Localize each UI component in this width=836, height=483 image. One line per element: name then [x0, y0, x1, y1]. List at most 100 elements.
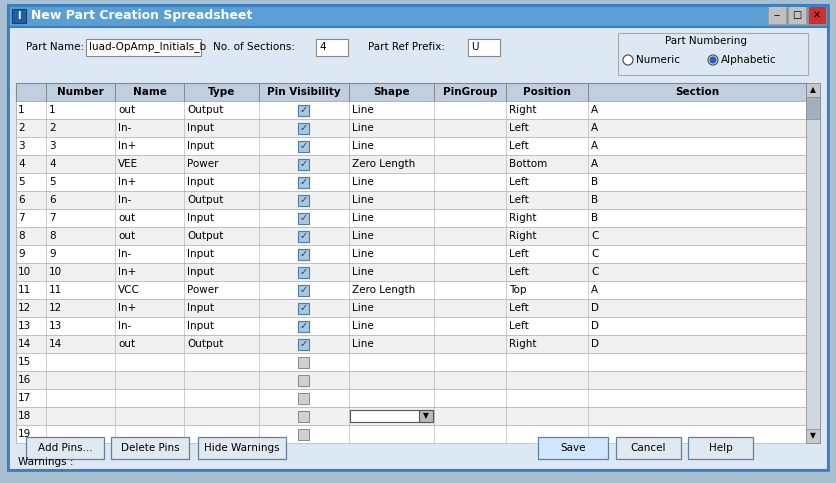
Text: out: out	[118, 339, 135, 349]
Bar	[298, 339, 309, 350]
Bar	[298, 411, 309, 422]
Bar	[298, 104, 309, 115]
Text: Left: Left	[508, 321, 528, 331]
Text: A: A	[590, 105, 598, 115]
Text: In-: In-	[118, 195, 131, 205]
Bar	[805, 83, 819, 443]
Text: Left: Left	[508, 141, 528, 151]
Text: 18: 18	[18, 411, 31, 421]
Bar	[16, 317, 805, 335]
Text: Shape: Shape	[373, 87, 410, 97]
Text: In-: In-	[118, 321, 131, 331]
Text: 12: 12	[49, 303, 62, 313]
Text: out: out	[118, 231, 135, 241]
Bar	[16, 173, 805, 191]
Bar	[26, 437, 104, 459]
Text: 1: 1	[18, 105, 24, 115]
Text: Right: Right	[508, 105, 536, 115]
Bar	[298, 374, 309, 385]
Bar	[16, 101, 805, 119]
Text: Name: Name	[132, 87, 166, 97]
Text: 6: 6	[18, 195, 24, 205]
Text: Part Ref Prefix:: Part Ref Prefix:	[368, 42, 445, 52]
Text: 11: 11	[49, 285, 62, 295]
Text: Output: Output	[186, 339, 223, 349]
Text: C: C	[590, 267, 598, 277]
Text: □: □	[792, 10, 801, 20]
Text: Line: Line	[352, 141, 374, 151]
Text: Type: Type	[207, 87, 235, 97]
Text: A: A	[590, 141, 598, 151]
Bar	[198, 437, 286, 459]
Text: Input: Input	[186, 249, 214, 259]
Text: 2: 2	[49, 123, 55, 133]
Bar	[467, 39, 499, 56]
Text: 8: 8	[49, 231, 55, 241]
Bar	[298, 248, 309, 259]
Text: out: out	[118, 213, 135, 223]
Text: Help: Help	[708, 443, 732, 453]
Text: PinGroup: PinGroup	[442, 87, 497, 97]
Text: VEE: VEE	[118, 159, 138, 169]
Text: No. of Sections:: No. of Sections:	[212, 42, 294, 52]
Bar	[16, 335, 805, 353]
Text: Left: Left	[508, 267, 528, 277]
Bar	[298, 123, 309, 133]
Text: ✓: ✓	[299, 213, 308, 223]
Text: ✕: ✕	[812, 10, 820, 20]
Text: ✓: ✓	[299, 285, 308, 295]
Bar	[316, 39, 348, 56]
Bar	[687, 437, 752, 459]
Text: In-: In-	[118, 249, 131, 259]
Bar	[16, 281, 805, 299]
Circle shape	[709, 57, 715, 63]
Text: 3: 3	[18, 141, 24, 151]
Bar	[16, 353, 805, 371]
Text: ▲: ▲	[809, 85, 815, 95]
Bar	[16, 137, 805, 155]
Text: Line: Line	[352, 303, 374, 313]
Text: Right: Right	[508, 231, 536, 241]
Text: 19: 19	[18, 429, 31, 439]
Text: Line: Line	[352, 339, 374, 349]
Text: Left: Left	[508, 123, 528, 133]
Text: Line: Line	[352, 231, 374, 241]
Text: 8: 8	[18, 231, 24, 241]
Bar	[787, 6, 805, 24]
Text: Bottom: Bottom	[508, 159, 547, 169]
Text: Pin Visibility: Pin Visibility	[267, 87, 340, 97]
Text: In+: In+	[118, 303, 136, 313]
Text: 9: 9	[18, 249, 24, 259]
Text: ✓: ✓	[299, 105, 308, 115]
Text: D: D	[590, 339, 599, 349]
Text: 13: 13	[18, 321, 31, 331]
Text: Part Numbering: Part Numbering	[665, 36, 746, 46]
Text: ▼: ▼	[422, 412, 428, 421]
Text: 14: 14	[18, 339, 31, 349]
Text: Number: Number	[57, 87, 104, 97]
Text: Output: Output	[186, 105, 223, 115]
Text: 17: 17	[18, 393, 31, 403]
Text: ✓: ✓	[299, 267, 308, 277]
Text: 10: 10	[18, 267, 31, 277]
Text: ✓: ✓	[299, 177, 308, 187]
Bar	[16, 227, 805, 245]
Text: 4: 4	[18, 159, 24, 169]
Text: 7: 7	[18, 213, 24, 223]
Bar	[16, 263, 805, 281]
Bar	[16, 389, 805, 407]
Text: Line: Line	[352, 105, 374, 115]
Bar	[349, 410, 432, 422]
Text: In+: In+	[118, 267, 136, 277]
Text: ✓: ✓	[299, 159, 308, 169]
Text: Input: Input	[186, 303, 214, 313]
Bar	[298, 428, 309, 440]
Text: Input: Input	[186, 213, 214, 223]
Bar	[86, 39, 201, 56]
Text: Input: Input	[186, 177, 214, 187]
Bar	[16, 209, 805, 227]
Text: Right: Right	[508, 213, 536, 223]
Bar	[298, 267, 309, 278]
Text: A: A	[590, 285, 598, 295]
Text: ✓: ✓	[299, 339, 308, 349]
